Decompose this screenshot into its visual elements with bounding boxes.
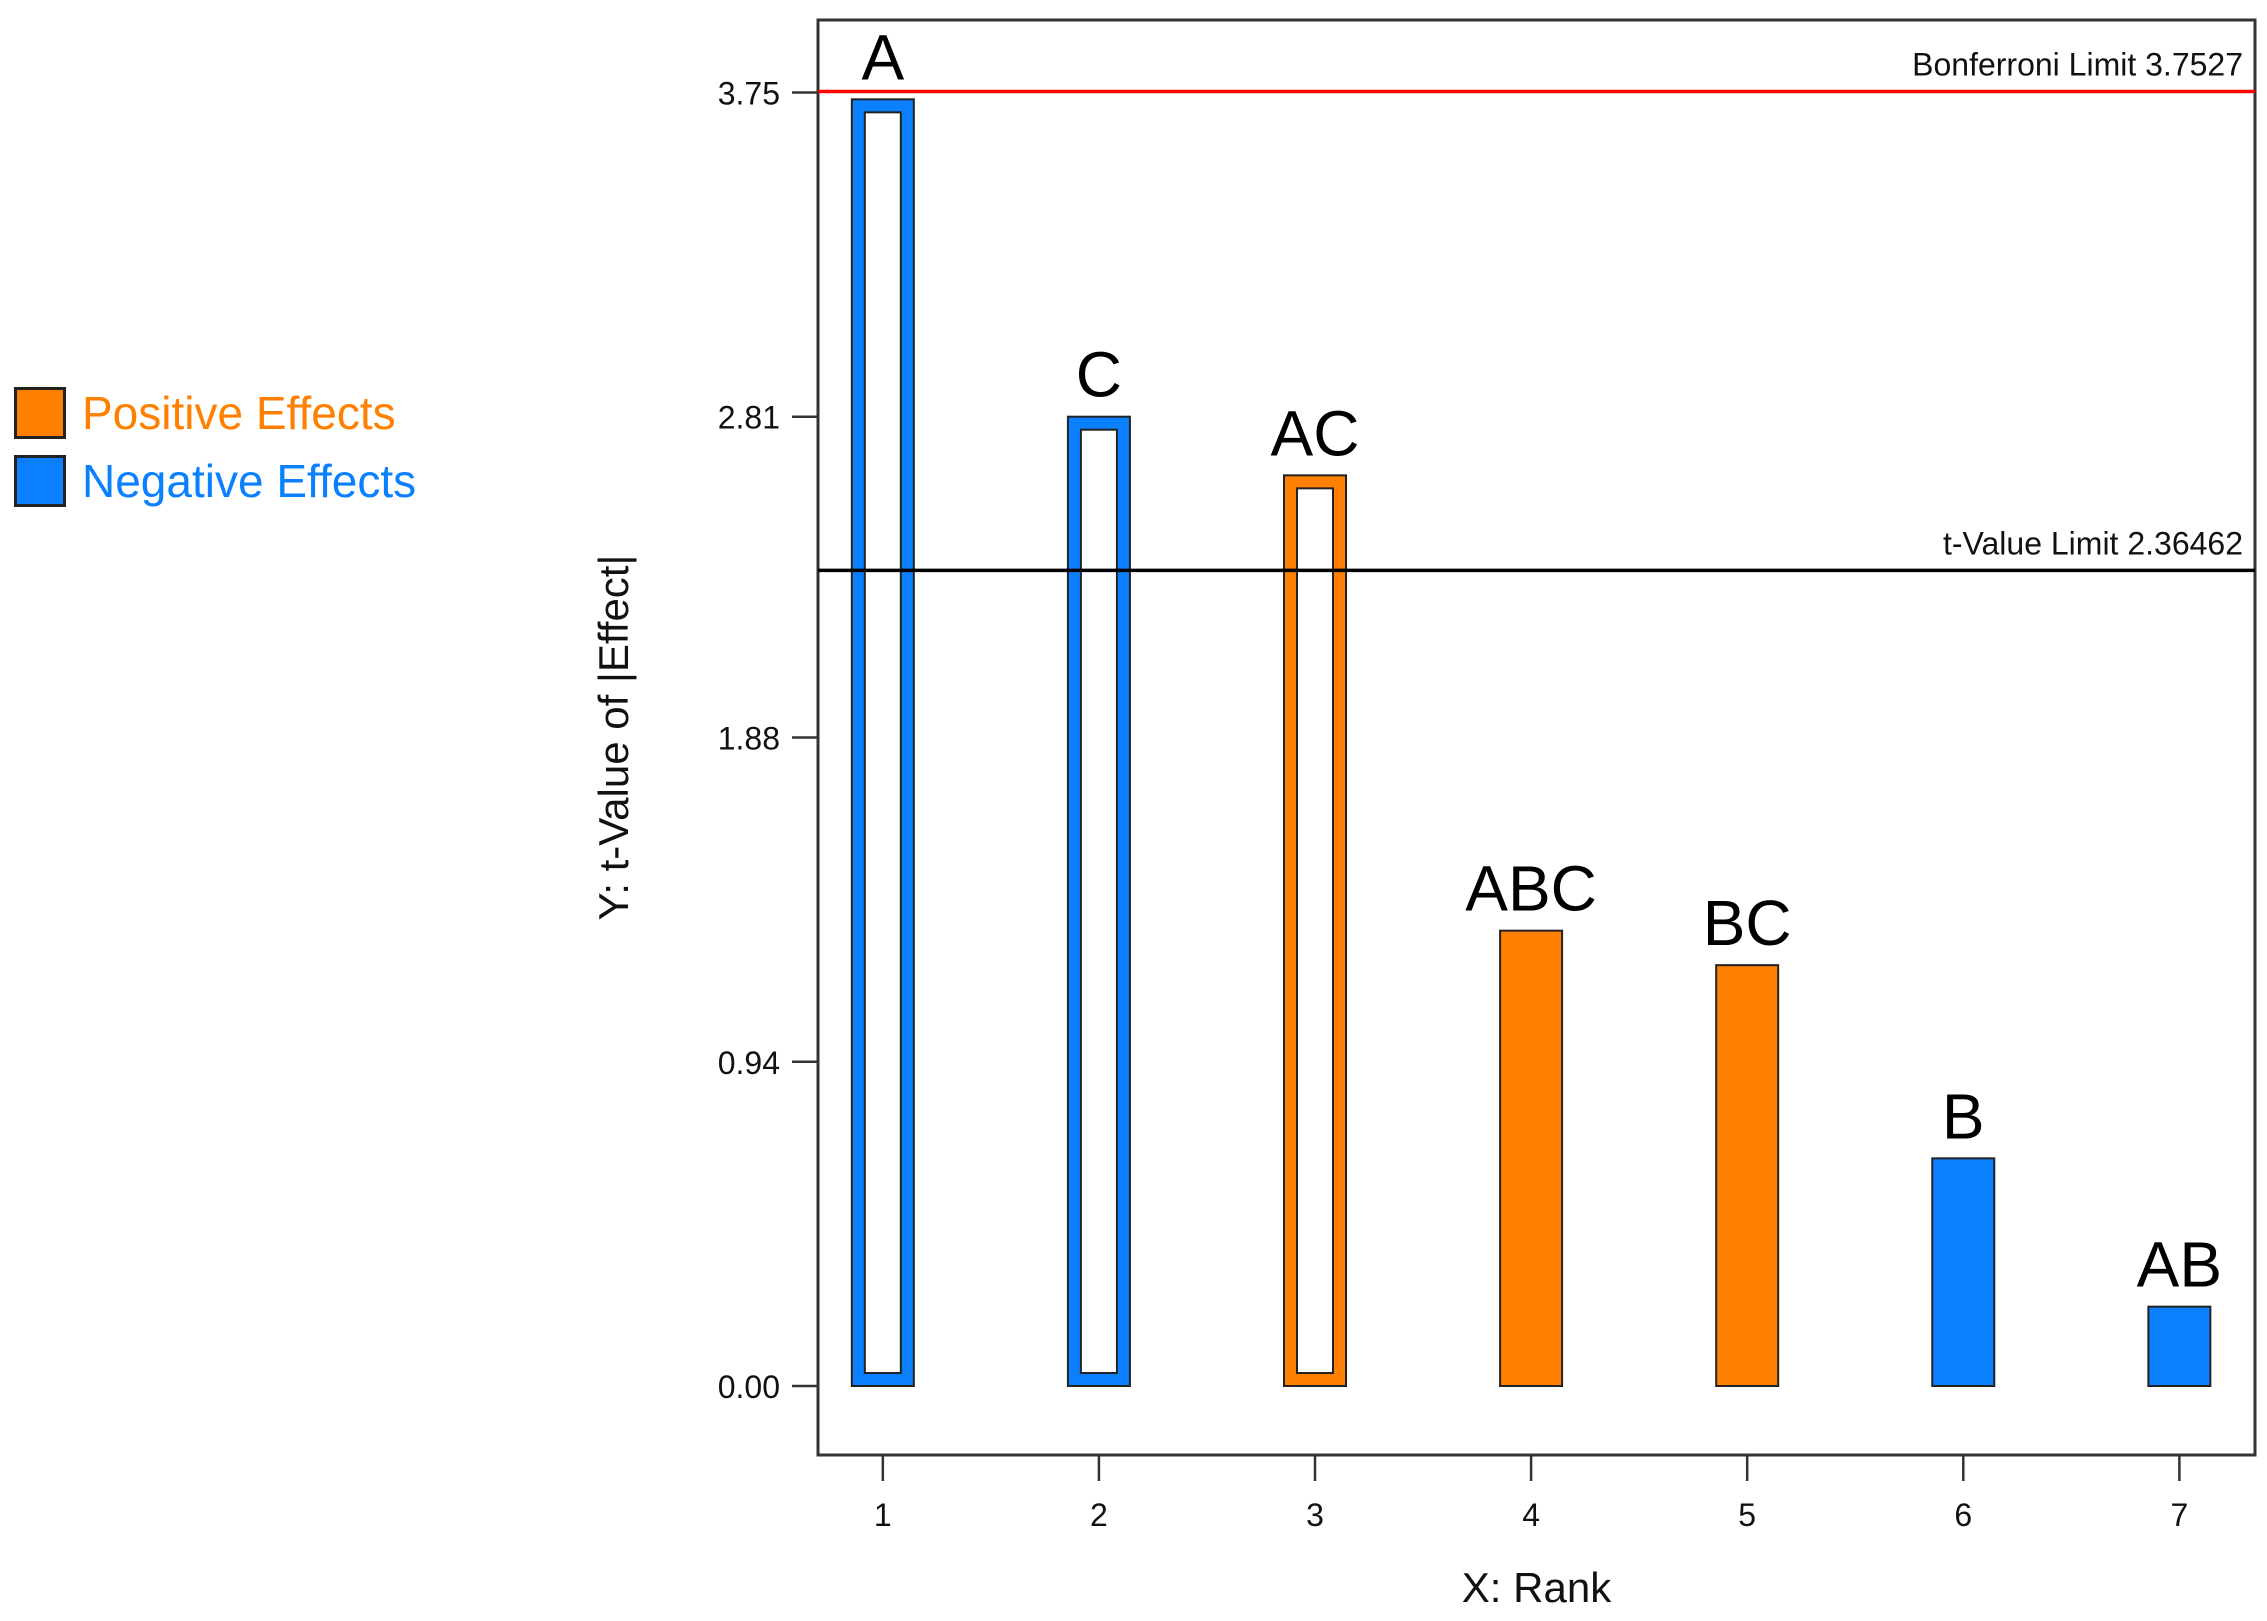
x-tick-label: 3 — [1306, 1497, 1324, 1533]
bar-inner-ac — [1296, 487, 1335, 1375]
bar-label-b: B — [1942, 1080, 1985, 1152]
x-axis-title: X: Rank — [1462, 1564, 1612, 1611]
legend-swatch-positive — [14, 387, 66, 439]
y-tick-label: 0.00 — [718, 1369, 780, 1405]
legend-label-negative: Negative Effects — [82, 455, 417, 507]
y-tick-label: 3.75 — [718, 75, 780, 111]
reference-label-bonferroni: Bonferroni Limit 3.7527 — [1912, 47, 2243, 83]
bar-bc — [1715, 964, 1780, 1388]
y-tick-label: 0.94 — [718, 1045, 780, 1081]
legend-item-positive: Positive Effects — [14, 385, 416, 441]
x-tick-label: 1 — [874, 1497, 892, 1533]
x-tick-label: 6 — [1954, 1497, 1972, 1533]
x-tick-label: 2 — [1090, 1497, 1108, 1533]
legend-item-negative: Negative Effects — [14, 453, 416, 509]
bar-label-ab: AB — [2137, 1229, 2222, 1301]
bar-inner-a — [863, 111, 902, 1375]
bar-label-a: A — [861, 21, 904, 93]
bar-label-c: C — [1076, 339, 1122, 411]
bar-abc — [1499, 929, 1564, 1388]
bar-b — [1931, 1157, 1996, 1388]
x-tick-label: 5 — [1738, 1497, 1756, 1533]
legend: Positive Effects Negative Effects — [14, 385, 416, 521]
bar-label-bc: BC — [1703, 887, 1792, 959]
reference-label-t-value: t-Value Limit 2.36462 — [1943, 525, 2243, 561]
x-tick-label: 4 — [1522, 1497, 1540, 1533]
y-axis-title: Y: t-Value of |Effect| — [590, 555, 637, 921]
bar-label-ac: AC — [1271, 397, 1360, 469]
y-tick-label: 2.81 — [718, 400, 780, 436]
legend-label-positive: Positive Effects — [82, 387, 396, 439]
x-tick-label: 7 — [2170, 1497, 2188, 1533]
bar-inner-c — [1079, 428, 1118, 1375]
bar-ab — [2147, 1305, 2212, 1388]
legend-swatch-negative — [14, 455, 66, 507]
bar-label-abc: ABC — [1465, 853, 1597, 925]
y-tick-label: 1.88 — [718, 721, 780, 757]
